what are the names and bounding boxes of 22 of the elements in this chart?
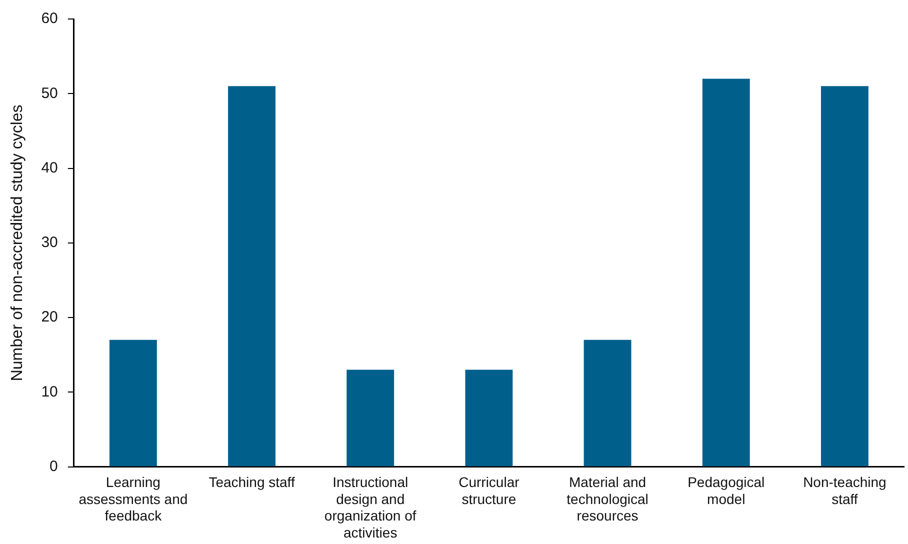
y-tick-label: 50 — [41, 84, 58, 102]
x-tick-label: Pedagogical model — [688, 474, 765, 507]
bar — [109, 340, 157, 466]
y-tick-label: 30 — [41, 234, 58, 252]
bar — [702, 78, 750, 466]
x-tick-label: Curricular structure — [458, 474, 520, 507]
bar — [465, 370, 513, 466]
x-tick-label: Teaching staff — [208, 474, 295, 490]
bar — [228, 86, 276, 466]
bar — [820, 86, 868, 466]
y-tick-label: 0 — [50, 458, 58, 475]
y-tick-label: 20 — [41, 308, 58, 326]
bar — [584, 340, 632, 466]
x-tick-label: Material and technological resources — [566, 474, 648, 524]
x-tick-label: Instructional design and organization of activities — [324, 474, 416, 540]
y-tick-label: 60 — [41, 10, 58, 28]
y-tick-label: 10 — [41, 383, 58, 400]
x-tick-label: Non-teaching staff — [803, 474, 886, 507]
bar — [346, 370, 394, 466]
y-axis-title: Number of non-accredited study cycles — [9, 104, 26, 382]
y-tick-label: 40 — [41, 159, 58, 176]
x-tick-label: Learning assessments and feedback — [78, 474, 188, 524]
